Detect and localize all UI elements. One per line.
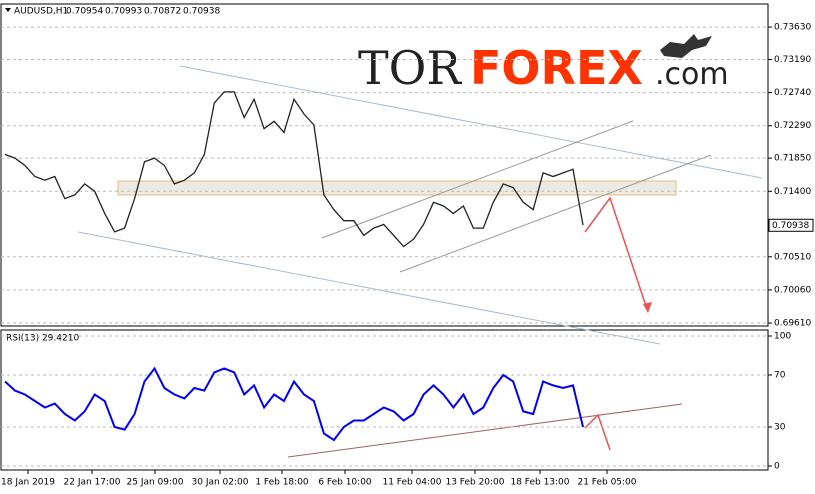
arrow-head [643, 302, 652, 313]
resistance-zone [117, 180, 677, 196]
x-tick-label: 6 Feb 10:00 [318, 478, 372, 488]
last-price-box [768, 218, 814, 232]
x-tick-label: 11 Feb 04:00 [382, 478, 441, 488]
x-tick-label: 18 Feb 13:00 [510, 478, 569, 488]
x-tick-label: 22 Jan 17:00 [64, 478, 121, 488]
last-price-label: 0.70938 [772, 221, 809, 231]
y-tick-label: 0.69610 [774, 319, 811, 329]
y-tick-label: 0.70060 [774, 285, 811, 295]
logo-bull [660, 34, 712, 58]
header-high: 0.70993 [105, 7, 142, 17]
y-tick-label: 0.71400 [774, 187, 811, 197]
rsi-panel [0, 329, 769, 471]
channel-line [321, 120, 634, 239]
y-tick-label: 70 [774, 371, 786, 381]
channel-line [179, 65, 763, 179]
logo-tor: TOR [358, 41, 462, 95]
y-tick-label: 0 [774, 462, 780, 472]
x-tick-label: 18 Jan 2019 [1, 478, 55, 488]
x-tick-label: 13 Feb 20:00 [445, 478, 504, 488]
price-line [4, 91, 584, 248]
header-close: 0.70938 [183, 7, 220, 17]
y-tick-label: 0.72290 [774, 121, 811, 131]
y-tick-label: 0.70510 [774, 252, 811, 262]
y-tick-label: 0.73190 [774, 55, 811, 65]
y-tick-label: 30 [774, 423, 786, 433]
y-tick-label: 0.72740 [774, 88, 811, 98]
x-tick-label: 21 Feb 05:00 [577, 478, 636, 488]
channel-line [399, 154, 712, 273]
y-tick-label: 0.73630 [774, 23, 811, 33]
header-symbol: AUDUSD,H1 [14, 7, 68, 17]
rsi-forecast-arrow [584, 413, 611, 451]
header-low: 0.70872 [144, 7, 181, 17]
rsi-trend-line [287, 403, 683, 458]
rsi-title: RSI(13) 29.4210 [6, 334, 79, 344]
y-tick-label: 100 [774, 332, 791, 342]
price-line [4, 366, 584, 442]
price-panel [0, 3, 769, 327]
x-tick-label: 30 Jan 02:00 [192, 478, 249, 488]
x-tick-label: 1 Feb 18:00 [255, 478, 309, 488]
logo-forex: FOREX [470, 41, 643, 95]
header-marker [5, 8, 11, 12]
x-tick-label: 25 Jan 09:00 [127, 478, 184, 488]
header-open: 0.70954 [66, 7, 103, 17]
logo-com: .com [655, 57, 729, 92]
y-tick-label: 0.71850 [774, 154, 811, 164]
channel-line [77, 231, 661, 345]
forecast-arrow [584, 196, 649, 313]
